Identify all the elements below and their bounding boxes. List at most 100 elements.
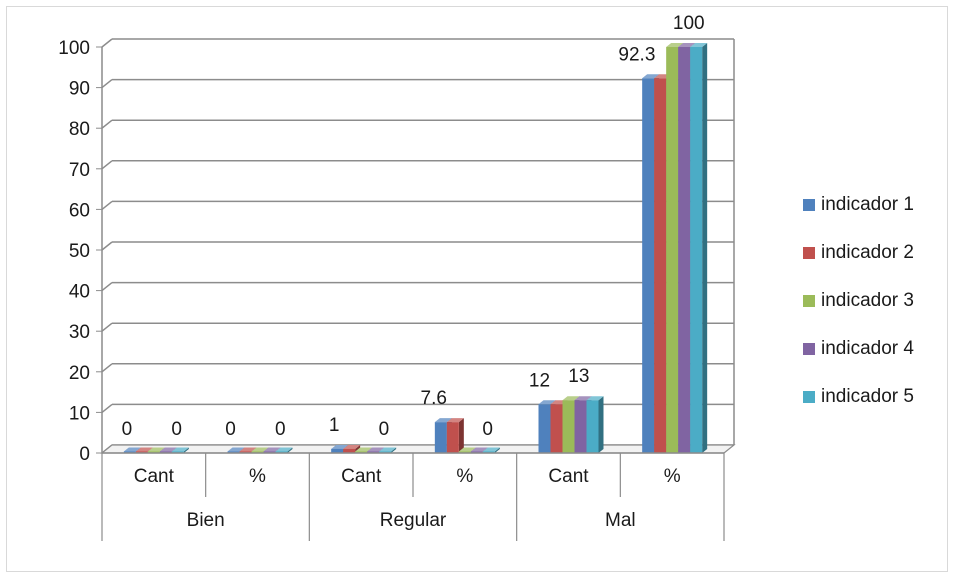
y-tick-label: 70 [69,160,90,181]
bar-top [458,447,476,452]
bar-top [678,43,696,47]
bar-side [458,418,464,453]
bar-side [494,447,500,453]
legend-item: indicador 5 [803,385,914,409]
bar-side [287,447,293,453]
gridline-depth [101,38,113,48]
bar-top [574,396,592,401]
bar-side [702,43,708,453]
bar [331,448,344,453]
bar [550,404,563,453]
bar [642,78,655,454]
legend-label: indicador 1 [821,194,914,215]
bar-top [434,418,452,423]
data-label: 92.3 [618,44,655,65]
y-tick-label: 30 [69,322,90,343]
legend-item: indicador 4 [803,337,914,361]
y-tick-label: 40 [69,282,90,303]
bar-top [331,444,349,449]
bar-top [538,400,556,405]
legend-label: indicador 5 [821,386,914,407]
bar [574,400,587,453]
bar-side [391,447,397,453]
gridline-depth [101,403,113,413]
bar [446,422,459,453]
bar-top [355,447,373,452]
gridline-depth [101,160,113,170]
y-tick-label: 20 [69,363,90,384]
legend-swatch [803,247,815,259]
data-label: 0 [379,419,390,440]
y-tick-label: 0 [79,444,90,465]
legend-swatch [803,295,815,307]
legend-swatch [803,391,815,403]
bar-top [690,43,708,47]
bar-side [183,447,189,453]
bar-top [470,447,488,452]
data-label: 0 [225,419,236,440]
x-tick-label: % [249,466,266,487]
y-tick-label: 60 [69,200,90,221]
bar-side [598,396,604,453]
bar [666,47,679,453]
x-group-label: Bien [187,510,225,531]
legend-item: indicador 1 [803,193,914,217]
y-tick-label: 10 [69,403,90,424]
bar [678,47,691,453]
data-label: 13 [568,366,589,387]
bar-top [666,43,684,47]
bar [690,47,703,453]
bar-top [123,447,141,452]
gridline-depth [101,79,113,89]
bar-top [147,447,165,452]
bar-top [263,447,281,452]
legend-label: indicador 3 [821,290,914,311]
x-tick-label: % [664,466,681,487]
bar-top [562,396,580,401]
data-label: 100 [673,13,705,34]
gridline-depth [101,282,113,292]
y-tick-label: 80 [69,119,90,140]
gridline-depth [101,119,113,129]
bar [654,78,667,454]
bar-top [586,396,604,401]
bar-top [446,418,464,423]
chart-area: 0 10 20 30 40 50 60 70 80 90 100 0 0 0 0 1 0 7.6 0 12 13 92.3… [6,6,948,572]
bar [586,400,599,453]
bar [343,448,356,453]
legend: indicador 1 indicador 2 indicador 3 indi… [803,193,914,433]
gridline-depth [101,200,113,210]
bar-top [171,447,189,452]
data-label: 0 [171,419,182,440]
x-tick-label: Cant [341,466,382,487]
x-group-label: Regular [380,510,447,531]
data-label: 0 [482,419,493,440]
data-label: 12 [529,370,550,391]
bar-top [159,447,177,452]
legend-label: indicador 4 [821,338,914,359]
bar-top [642,74,660,79]
x-tick-label: Cant [134,466,175,487]
bar [434,422,447,453]
bar-top [482,447,500,452]
y-tick-label: 100 [58,38,90,59]
bar-top [379,447,397,452]
bar [538,404,551,453]
bar [562,400,575,453]
data-label: 7.6 [421,388,447,409]
data-label: 0 [122,419,133,440]
y-tick-label: 50 [69,241,90,262]
legend-item: indicador 3 [803,289,914,313]
bar-top [227,447,245,452]
legend-item: indicador 2 [803,241,914,265]
bar-top [239,447,257,452]
bar-top [367,447,385,452]
gridline-depth [101,363,113,373]
gridline-depth [101,241,113,251]
chart-floor [100,444,736,454]
x-tick-label: Cant [548,466,589,487]
data-label: 0 [275,419,286,440]
y-tick-label: 90 [69,79,90,100]
bar-top [251,447,269,452]
